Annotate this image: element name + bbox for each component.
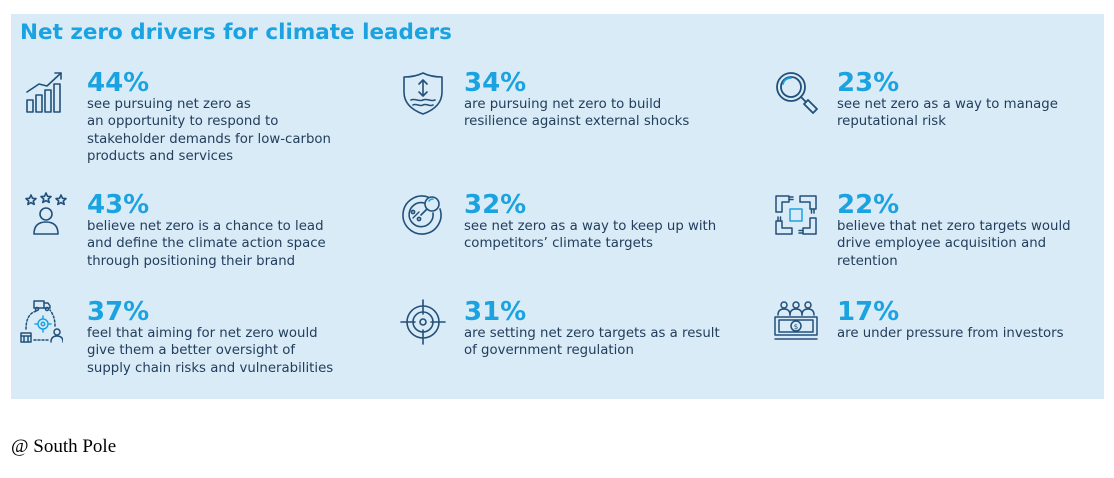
stat-description: feel that aiming for net zero would give… — [87, 326, 334, 376]
stat-percent: 37% — [87, 297, 150, 327]
stat-description: see net zero as a way to manage reputati… — [837, 97, 1058, 130]
svg-text:$: $ — [794, 323, 798, 331]
rising-bar-chart-icon — [23, 70, 69, 116]
source-credit: @ South Pole — [11, 436, 117, 457]
supply-chain-icon — [17, 299, 63, 345]
stat-percent: 34% — [464, 68, 527, 98]
stat-description: are setting net zero targets as a result… — [464, 326, 720, 359]
infographic-panel: Net zero drivers for climate leaders 44%… — [11, 14, 1104, 399]
stat-percent: 44% — [87, 68, 150, 98]
stat-percent: 32% — [464, 190, 527, 220]
stat-percent: 22% — [837, 190, 900, 220]
investors-money-icon: $ — [773, 299, 819, 345]
stat-description: see net zero as a way to keep up with co… — [464, 219, 717, 252]
stat-description: believe that net zero targets would driv… — [837, 219, 1071, 269]
crosshair-icon — [400, 299, 446, 345]
target-search-icon — [400, 192, 446, 238]
stat-percent: 31% — [464, 297, 527, 327]
stat-description: believe net zero is a chance to lead and… — [87, 219, 326, 269]
infographic-title: Net zero drivers for climate leaders — [20, 20, 452, 45]
joined-hands-icon — [773, 192, 819, 238]
stat-percent: 23% — [837, 68, 900, 98]
stat-percent: 43% — [87, 190, 150, 220]
person-stars-icon — [23, 192, 69, 238]
magnifier-icon — [773, 70, 819, 116]
stat-description: are pursuing net zero to build resilienc… — [464, 97, 690, 130]
stat-percent: 17% — [837, 297, 900, 327]
stat-description: see pursuing net zero as an opportunity … — [87, 97, 331, 164]
stat-description: are under pressure from investors — [837, 326, 1064, 341]
shield-icon — [400, 70, 446, 116]
